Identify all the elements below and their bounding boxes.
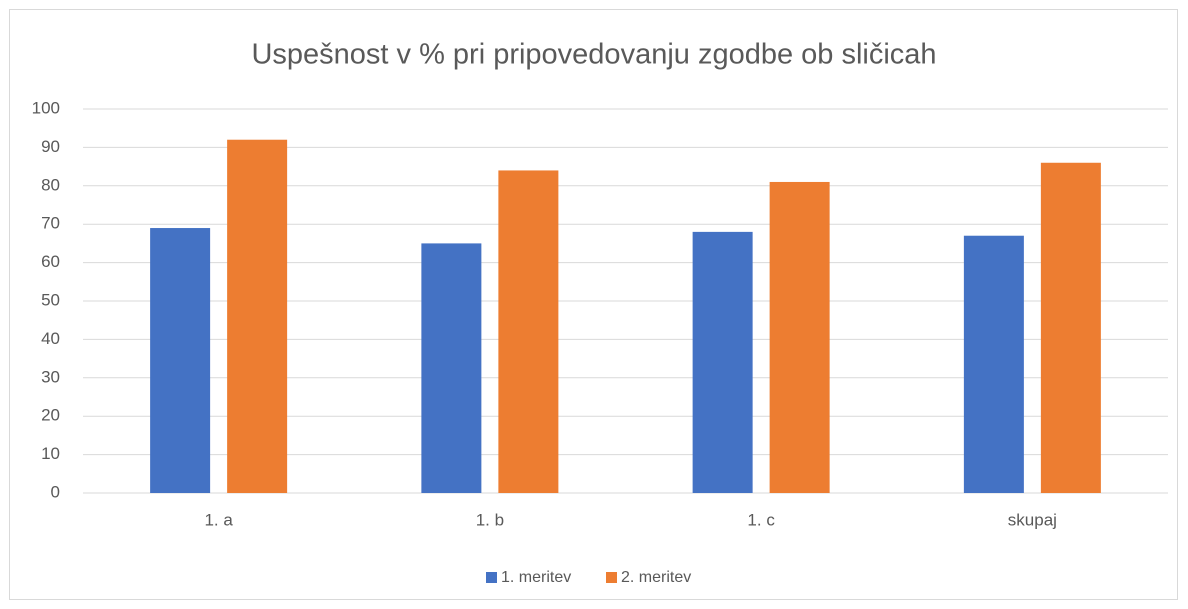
- bar: [421, 243, 482, 493]
- y-tick-label: 100: [32, 98, 60, 117]
- x-tick-label: 1. b: [476, 510, 504, 529]
- bar: [769, 181, 830, 493]
- x-tick-label: skupaj: [1008, 510, 1057, 529]
- y-tick-label: 10: [41, 444, 60, 463]
- legend-swatch: [606, 572, 617, 583]
- y-tick-label: 90: [41, 137, 60, 156]
- bar: [692, 231, 753, 493]
- bar: [150, 228, 211, 494]
- y-tick-label: 0: [51, 482, 60, 501]
- y-tick-label: 20: [41, 406, 60, 425]
- y-tick-label: 40: [41, 329, 60, 348]
- bar: [1040, 162, 1101, 493]
- y-tick-label: 60: [41, 252, 60, 271]
- bar: [227, 139, 288, 493]
- y-tick-label: 30: [41, 367, 60, 386]
- legend-label: 2. meritev: [621, 569, 691, 586]
- bar: [963, 235, 1024, 493]
- y-tick-label: 50: [41, 290, 60, 309]
- x-tick-label: 1. a: [204, 510, 233, 529]
- legend-label: 1. meritev: [501, 569, 571, 586]
- chart-title: Uspešnost v % pri pripovedovanju zgodbe …: [251, 39, 936, 71]
- legend-swatch: [486, 572, 497, 583]
- y-tick-label: 80: [41, 175, 60, 194]
- y-tick-label: 70: [41, 214, 60, 233]
- bar: [498, 170, 559, 493]
- x-tick-label: 1. c: [747, 510, 775, 529]
